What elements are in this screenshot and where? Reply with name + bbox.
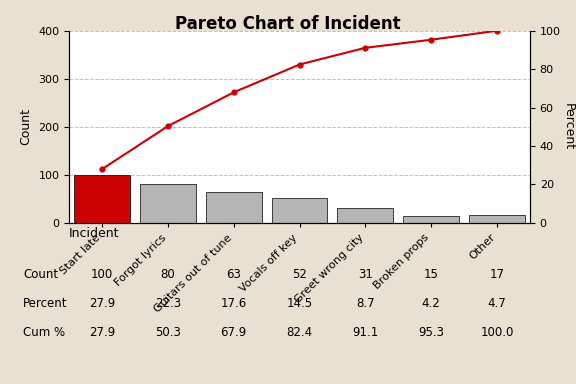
Text: 15: 15 [424,268,438,281]
Text: 80: 80 [161,268,175,281]
Text: 100: 100 [91,268,113,281]
Bar [140,184,196,223]
Text: 4.7: 4.7 [488,297,506,310]
Text: 17: 17 [490,268,505,281]
Text: 4.2: 4.2 [422,297,441,310]
Bar [469,215,525,223]
Text: Guitars out of tune: Guitars out of tune [152,232,234,314]
Text: 95.3: 95.3 [418,326,444,339]
Text: Count: Count [23,268,58,281]
Text: 67.9: 67.9 [221,326,247,339]
Text: 52: 52 [292,268,307,281]
Text: 27.9: 27.9 [89,297,115,310]
Text: 22.3: 22.3 [155,297,181,310]
Text: Percent: Percent [23,297,67,310]
Text: Other: Other [468,232,497,262]
Text: 8.7: 8.7 [356,297,374,310]
Text: 82.4: 82.4 [286,326,313,339]
Text: 63: 63 [226,268,241,281]
Text: Greet wrong city: Greet wrong city [293,232,365,305]
Text: 50.3: 50.3 [155,326,181,339]
Y-axis label: Percent: Percent [562,103,574,150]
Text: Start late: Start late [58,232,102,276]
Bar [403,215,459,223]
Bar [74,175,130,223]
Y-axis label: Count: Count [20,108,33,145]
Text: 17.6: 17.6 [221,297,247,310]
Text: Vocals off key: Vocals off key [238,232,300,294]
Text: 91.1: 91.1 [352,326,378,339]
Bar [206,192,262,223]
Bar [338,208,393,223]
Text: 14.5: 14.5 [286,297,313,310]
Text: Incident: Incident [69,227,120,240]
Text: Pareto Chart of Incident: Pareto Chart of Incident [175,15,401,33]
Text: 100.0: 100.0 [480,326,514,339]
Text: Forgot lyrics: Forgot lyrics [112,232,168,288]
Bar [271,198,328,223]
Text: 27.9: 27.9 [89,326,115,339]
Text: 31: 31 [358,268,373,281]
Text: Broken props: Broken props [372,232,431,291]
Text: Cum %: Cum % [23,326,65,339]
